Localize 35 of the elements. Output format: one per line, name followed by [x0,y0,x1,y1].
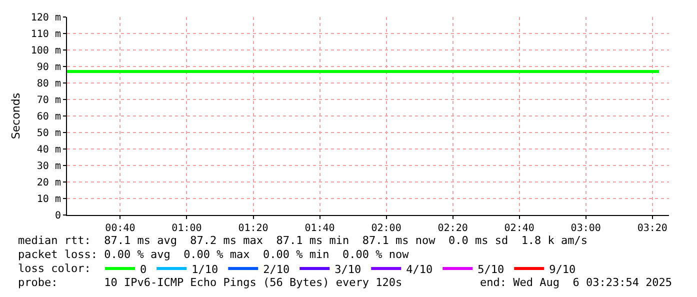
x-tick-label: 02:20 [438,223,468,234]
y-tick-label: 50 m [36,128,61,139]
y-tick-label: 10 m [36,194,61,205]
legend-label: 9/10 [549,262,576,276]
y-tick-label: 70 m [36,95,61,106]
legend-label: 5/10 [478,262,504,276]
legend-label: 4/10 [406,262,433,276]
y-tick-label: 120 m [30,12,61,24]
text: packet loss: 0.00 % avg 0.00 % max 0.00 % min 0.00 % now [18,248,410,261]
y-tick-label: 90 m [36,62,61,73]
y-axis-title: Seconds [10,92,23,140]
y-tick-label: 0 [54,210,61,222]
y-tick-label: 110 m [30,29,61,40]
x-tick-label: 02:00 [371,223,402,234]
x-tick-label: 00:40 [105,223,136,234]
text: median rtt: 87.1 ms avg 87.2 ms max 87.1 ms min 87.1 ms now 0.0 ms sd 1.8 k am/s [18,234,588,247]
legend-label: 3/10 [334,262,362,276]
text: probe: 10 IPv6-ICMP Echo Pings (56 Bytes) every 120s [18,276,402,289]
x-tick-label: 01:20 [238,223,268,234]
x-tick-label: 03:00 [570,223,601,234]
y-tick-label: 30 m [36,161,61,172]
x-tick-label: 02:40 [504,223,534,234]
legend-label: 2/10 [263,262,290,276]
x-tick-label: 01:00 [172,223,202,234]
x-tick-label: 01:40 [304,223,335,234]
text: loss color: [18,262,91,275]
y-tick-label: 80 m [36,78,61,90]
legend-label: 0 [140,262,147,276]
text: end: Wed Aug 6 03:23:54 2025 [480,276,672,289]
x-tick-label: 03:20 [637,223,668,234]
legend-label: 1/10 [192,262,218,276]
y-tick-label: 60 m [36,112,61,122]
y-tick-label: 40 m [36,144,61,156]
y-tick-label: 20 m [36,178,61,188]
y-tick-label: 100 m [30,46,61,56]
